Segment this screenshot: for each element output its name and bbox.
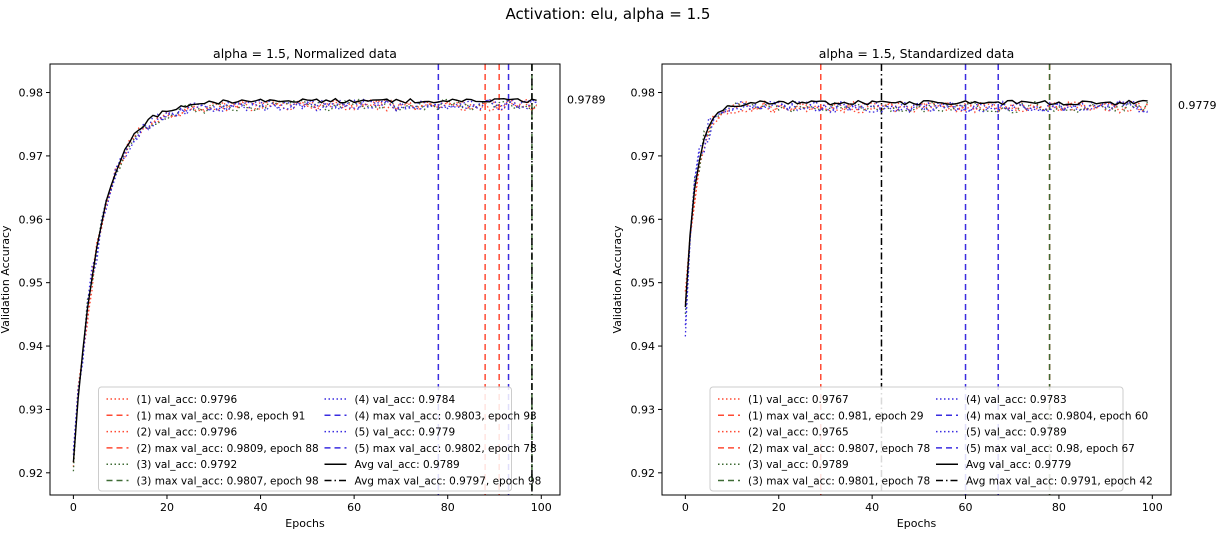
- legend-entry: (4) val_acc: 0.9783: [966, 394, 1067, 406]
- series-line-4: [684, 100, 1148, 326]
- legend-box: [709, 386, 1124, 492]
- final-avg-value-label: 0.9779: [1178, 99, 1216, 112]
- legend-entry: (4) val_acc: 0.9784: [355, 394, 456, 406]
- legend-entry: Avg val_acc: 0.9789: [355, 459, 460, 471]
- x-tick-label: 80: [1052, 501, 1066, 514]
- legend-entry: (2) max val_acc: 0.9809, epoch 88: [137, 443, 319, 455]
- y-tick-label: 0.93: [631, 403, 656, 416]
- x-tick-label: 40: [254, 501, 268, 514]
- series-line-5: [72, 98, 537, 455]
- series-line-6: [72, 97, 537, 463]
- y-tick-label: 0.94: [631, 340, 656, 353]
- axes-frame: [49, 63, 561, 496]
- legend-entry: (5) val_acc: 0.9779: [355, 427, 456, 439]
- y-tick-label: 0.92: [631, 467, 656, 480]
- legend: (1) val_acc: 0.9796 (1) max val_acc: 0.98…: [98, 386, 542, 492]
- x-tick-label: 60: [347, 501, 361, 514]
- y-tick-label: 0.95: [19, 277, 44, 290]
- legend-entry: (2) max val_acc: 0.9807, epoch 78: [748, 443, 930, 455]
- y-tick-label: 0.93: [19, 403, 44, 416]
- legend-entry: Avg max val_acc: 0.9791, epoch 42: [966, 476, 1153, 488]
- chart-title: alpha = 1.5, Standardized data: [819, 46, 1015, 61]
- legend-entry: (4) max val_acc: 0.9803, epoch 93: [355, 410, 537, 422]
- series-line-1: [684, 100, 1149, 292]
- x-tick-label: 0: [70, 501, 77, 514]
- chart-title: alpha = 1.5, Normalized data: [213, 46, 397, 61]
- chart-panel-normalized: 0 20 40 60 80 100 0.92 0.93 0.94 0.95 0.96 0.97 0.98…: [0, 46, 606, 530]
- y-tick-label: 0.94: [19, 340, 44, 353]
- x-axis-label: Epochs: [285, 517, 325, 530]
- y-tick-label: 0.96: [631, 213, 656, 226]
- legend-entry: (1) val_acc: 0.9767: [748, 394, 849, 406]
- y-tick-label: 0.95: [631, 277, 656, 290]
- legend-entry: (3) max val_acc: 0.9801, epoch 78: [748, 476, 930, 488]
- legend-entry: (3) val_acc: 0.9789: [748, 459, 849, 471]
- legend-entry: (3) max val_acc: 0.9807, epoch 98: [137, 476, 319, 488]
- figure-suptitle: Activation: elu, alpha = 1.5: [506, 5, 711, 23]
- chart-panel-standardized: 0 20 40 60 80 100 0.92 0.93 0.94 0.95 0.96 0.97 0.98…: [611, 46, 1216, 530]
- legend-entry: (2) val_acc: 0.9765: [748, 427, 849, 439]
- legend-entry: Avg val_acc: 0.9779: [966, 459, 1071, 471]
- x-tick-label: 0: [682, 501, 689, 514]
- series-line-3: [72, 98, 538, 472]
- plot-area: [72, 64, 538, 495]
- y-tick-label: 0.98: [631, 87, 656, 100]
- legend-entry: Avg max val_acc: 0.9797, epoch 98: [355, 476, 542, 488]
- x-tick-label: 20: [160, 501, 174, 514]
- series-line-5: [684, 100, 1148, 337]
- legend-entry: (5) max val_acc: 0.9802, epoch 78: [355, 443, 537, 455]
- final-avg-value-label: 0.9789: [567, 93, 606, 106]
- legend-entry: (4) max val_acc: 0.9804, epoch 60: [966, 410, 1148, 422]
- legend-entry: (1) val_acc: 0.9796: [137, 394, 238, 406]
- legend-box: [98, 386, 512, 492]
- y-axis-label: Validation Accuracy: [0, 225, 12, 334]
- legend-entry: (1) max val_acc: 0.981, epoch 29: [748, 410, 924, 422]
- legend-entry: (5) val_acc: 0.9789: [966, 427, 1067, 439]
- y-tick-label: 0.97: [19, 150, 44, 163]
- series-line-4: [72, 98, 538, 451]
- x-tick-label: 20: [772, 501, 786, 514]
- legend-entry: (3) val_acc: 0.9792: [137, 459, 238, 471]
- series-line-3: [684, 99, 1149, 314]
- x-tick-label: 60: [959, 501, 973, 514]
- legend: (1) val_acc: 0.9767 (1) max val_acc: 0.98…: [709, 386, 1153, 492]
- y-tick-label: 0.97: [631, 150, 656, 163]
- x-tick-label: 80: [441, 501, 455, 514]
- y-tick-label: 0.92: [19, 467, 44, 480]
- legend-entry: (5) max val_acc: 0.98, epoch 67: [966, 443, 1135, 455]
- y-tick-label: 0.96: [19, 213, 44, 226]
- legend-entry: (1) max val_acc: 0.98, epoch 91: [137, 410, 306, 422]
- series-line-6: [684, 99, 1148, 308]
- y-axis-label: Validation Accuracy: [611, 225, 624, 334]
- x-tick-label: 100: [1142, 501, 1163, 514]
- legend-entry: (2) val_acc: 0.9796: [137, 427, 238, 439]
- axes-frame: [661, 63, 1172, 496]
- series-line-2: [72, 98, 538, 467]
- series-line-2: [684, 100, 1149, 303]
- x-tick-label: 100: [531, 501, 552, 514]
- x-tick-label: 40: [865, 501, 879, 514]
- x-axis-label: Epochs: [897, 517, 937, 530]
- y-tick-label: 0.98: [19, 87, 44, 100]
